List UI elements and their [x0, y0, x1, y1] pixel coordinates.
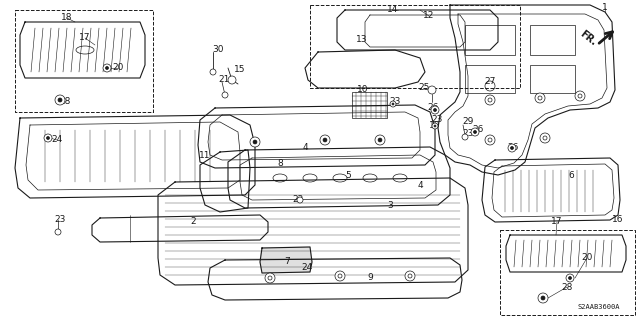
- Circle shape: [375, 135, 385, 145]
- Text: 16: 16: [612, 216, 624, 225]
- Text: 26: 26: [428, 103, 438, 113]
- Text: 15: 15: [234, 65, 246, 75]
- Bar: [465, 25, 515, 55]
- Text: 2: 2: [190, 218, 196, 226]
- Circle shape: [378, 138, 382, 142]
- Text: 29: 29: [462, 117, 474, 127]
- Circle shape: [58, 98, 62, 102]
- Text: 22: 22: [292, 196, 303, 204]
- Circle shape: [431, 106, 439, 114]
- Text: 28: 28: [561, 283, 573, 292]
- Text: 27: 27: [484, 78, 496, 86]
- Circle shape: [568, 277, 572, 279]
- Circle shape: [575, 91, 585, 101]
- Circle shape: [508, 144, 516, 152]
- Text: 20: 20: [581, 254, 593, 263]
- Circle shape: [250, 137, 260, 147]
- Bar: [530, 25, 575, 55]
- Text: 17: 17: [551, 218, 563, 226]
- Text: 9: 9: [367, 272, 373, 281]
- Circle shape: [106, 66, 109, 70]
- Circle shape: [390, 101, 396, 107]
- Circle shape: [433, 108, 436, 112]
- Bar: [465, 65, 515, 93]
- Circle shape: [474, 130, 477, 133]
- Text: S2AAB3600A: S2AAB3600A: [577, 304, 620, 310]
- Circle shape: [55, 229, 61, 235]
- Text: 14: 14: [387, 5, 399, 14]
- Polygon shape: [260, 247, 312, 273]
- Text: 19: 19: [429, 121, 441, 130]
- Text: 3: 3: [387, 201, 393, 210]
- Circle shape: [541, 296, 545, 300]
- Circle shape: [428, 86, 436, 94]
- Text: 18: 18: [61, 13, 73, 23]
- Text: FR.: FR.: [578, 28, 598, 48]
- Text: 6: 6: [568, 170, 574, 180]
- Circle shape: [485, 95, 495, 105]
- Circle shape: [320, 135, 330, 145]
- Circle shape: [432, 123, 438, 129]
- Circle shape: [462, 134, 468, 140]
- Text: 23: 23: [462, 129, 474, 137]
- Circle shape: [535, 93, 545, 103]
- Circle shape: [538, 293, 548, 303]
- Circle shape: [103, 64, 111, 72]
- Circle shape: [540, 133, 550, 143]
- Circle shape: [335, 271, 345, 281]
- Bar: [530, 65, 575, 93]
- Text: 23: 23: [54, 216, 66, 225]
- Text: 11: 11: [199, 151, 211, 160]
- Circle shape: [228, 76, 236, 84]
- Circle shape: [405, 271, 415, 281]
- Text: 26: 26: [472, 125, 484, 135]
- Text: 23: 23: [431, 115, 443, 123]
- Text: 7: 7: [284, 257, 290, 266]
- Circle shape: [297, 197, 303, 203]
- Text: 30: 30: [212, 46, 224, 55]
- Circle shape: [511, 146, 513, 150]
- Text: 24: 24: [51, 136, 63, 145]
- Circle shape: [210, 69, 216, 75]
- Text: 17: 17: [79, 33, 91, 42]
- Text: 12: 12: [423, 11, 435, 20]
- Circle shape: [566, 274, 574, 282]
- Text: 8: 8: [277, 159, 283, 167]
- Bar: [352, 92, 387, 118]
- Circle shape: [392, 103, 394, 105]
- Text: 23: 23: [389, 98, 401, 107]
- Text: 4: 4: [417, 181, 423, 189]
- Circle shape: [434, 125, 436, 127]
- Circle shape: [44, 134, 52, 142]
- Text: 4: 4: [302, 144, 308, 152]
- Text: 25: 25: [419, 84, 429, 93]
- Text: 20: 20: [112, 63, 124, 72]
- Circle shape: [55, 95, 65, 105]
- Circle shape: [471, 128, 479, 136]
- Text: 21: 21: [218, 76, 230, 85]
- Circle shape: [323, 138, 327, 142]
- Circle shape: [222, 92, 228, 98]
- Circle shape: [265, 273, 275, 283]
- Circle shape: [253, 140, 257, 144]
- Text: 26: 26: [508, 143, 518, 152]
- Text: 13: 13: [356, 35, 368, 44]
- Text: 5: 5: [345, 170, 351, 180]
- Text: 28: 28: [60, 98, 70, 107]
- Text: 10: 10: [357, 85, 369, 94]
- Circle shape: [47, 137, 49, 139]
- Text: 1: 1: [602, 4, 608, 12]
- Circle shape: [485, 135, 495, 145]
- Text: 24: 24: [301, 263, 312, 271]
